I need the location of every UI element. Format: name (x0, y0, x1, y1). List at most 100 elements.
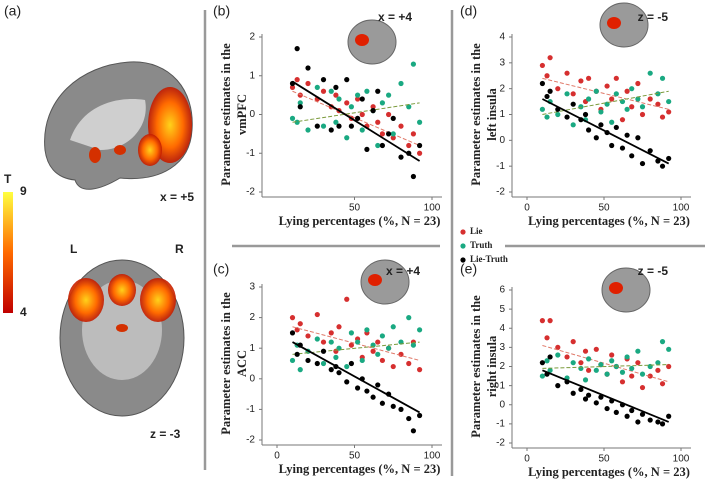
data-point (379, 100, 385, 106)
data-point (359, 96, 365, 102)
brain-inset-activation (607, 17, 621, 29)
data-point (417, 150, 423, 156)
data-point (333, 92, 339, 98)
data-point (613, 91, 619, 97)
y-axis-label: Parameter estimates in the (219, 292, 233, 435)
data-point (570, 101, 576, 107)
data-point (314, 311, 320, 318)
data-point (544, 335, 550, 341)
x-tick-label: 100 (424, 451, 441, 462)
data-point (297, 321, 303, 327)
data-point (635, 419, 641, 425)
y-tick-label: 0 (499, 135, 505, 146)
x-tick-label: 0 (524, 454, 530, 465)
data-point (659, 163, 666, 169)
data-point (666, 413, 672, 419)
data-point (598, 109, 604, 115)
legend-label: Truth (470, 240, 492, 250)
data-point (398, 406, 404, 412)
data-point (355, 96, 361, 102)
panel-label: (d) (460, 3, 477, 19)
data-point (539, 373, 546, 379)
data-point (289, 315, 296, 321)
x-tick-label: 50 (598, 203, 610, 214)
data-point (314, 360, 320, 367)
data-point (570, 339, 576, 345)
data-point (370, 104, 376, 110)
data-point (348, 104, 354, 110)
data-point (364, 388, 370, 394)
data-point (639, 111, 646, 118)
scatter-chart: (d) z = -5 -2 -1 0 1 2 3 4 0 50 100 Parameter estima… (460, 2, 691, 228)
legend-marker (460, 229, 466, 235)
data-point (598, 122, 604, 128)
y-tick-label: 1 (249, 343, 255, 354)
data-point (406, 104, 412, 110)
data-point (294, 46, 300, 52)
data-point (624, 88, 630, 94)
data-point (359, 357, 365, 364)
fit-line (292, 326, 420, 361)
x-axis-label: Lying percentages (%, N = 23) (279, 214, 441, 228)
data-point (390, 135, 396, 141)
y-tick-label: 2 (499, 361, 505, 372)
slice-label: x = +4 (378, 10, 412, 24)
data-point (593, 88, 599, 94)
data-point (655, 419, 661, 425)
legend-label: Lie (470, 226, 483, 236)
fit-line (542, 364, 669, 369)
fit-line (541, 98, 670, 165)
data-point (619, 117, 626, 123)
y-tick-label: 2 (249, 312, 255, 323)
x-tick-label: 100 (673, 203, 690, 214)
axial-brain (59, 259, 185, 417)
y-tick-label: 0 (499, 399, 505, 410)
data-point (555, 344, 561, 350)
colorbar-title: T (4, 172, 12, 186)
data-point (647, 148, 653, 154)
data-point (666, 109, 672, 115)
data-point (593, 135, 599, 141)
data-point (598, 394, 604, 400)
data-point (328, 88, 334, 94)
data-point (539, 80, 546, 87)
data-point (390, 403, 396, 409)
y-tick-label: 4 (499, 32, 505, 43)
x-tick-label: 50 (349, 451, 361, 462)
data-point (289, 115, 296, 121)
data-point (604, 371, 610, 377)
data-point (390, 115, 396, 121)
x-axis-label: Lying percentages (%, N = 23) (528, 214, 690, 228)
scatter-chart: (b) x = +4 -2 -1 0 1 2 50 100 Parameter estimates… (213, 3, 442, 228)
scatter-chart: (e) z = -5 -2 -1 0 1 2 3 4 5 6 0 50 100 Parameter esti… (460, 261, 691, 479)
legend-marker (460, 257, 466, 263)
y-tick-label: 2 (499, 83, 505, 94)
data-point (355, 385, 361, 391)
data-point (666, 155, 672, 162)
data-point (547, 367, 553, 373)
y-tick-label: -1 (246, 404, 255, 415)
data-point (355, 339, 361, 345)
data-point (582, 348, 589, 354)
data-point (629, 86, 635, 92)
data-point (564, 70, 570, 76)
x-tick-label: 100 (673, 454, 690, 465)
data-point (609, 352, 615, 358)
data-point (410, 428, 416, 434)
data-point (619, 379, 626, 385)
y-tick-label: 3 (499, 342, 505, 353)
data-point (375, 119, 381, 125)
data-point (375, 382, 381, 388)
data-point (406, 315, 412, 321)
data-point (578, 365, 584, 372)
y-axis-label: Parameter estimates in the (219, 43, 233, 186)
slice-label: x = +4 (386, 264, 420, 278)
y-tick-label: -2 (246, 435, 255, 446)
y-axis-label: vmPFC (235, 94, 249, 135)
data-point (593, 400, 599, 406)
data-point (655, 91, 661, 97)
data-point (294, 351, 300, 357)
y-tick-label: 1 (499, 109, 505, 120)
data-point (647, 70, 653, 76)
legend-label: Lie-Truth (470, 254, 508, 264)
